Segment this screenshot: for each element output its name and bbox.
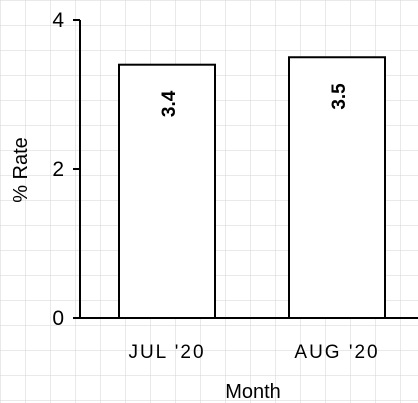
plot-area: 3.4 3.5 0 2 4 JUL '20 AUG '20 [52, 9, 418, 363]
bar-value-label-1: 3.4 [159, 90, 180, 117]
x-category-label-1: JUL '20 [128, 342, 205, 363]
bar-2 [288, 56, 386, 319]
x-axis-title: Month [225, 381, 281, 403]
x-category-label-2: AUG '20 [294, 342, 379, 363]
y-axis-title: % Rate [10, 137, 32, 203]
y-tick-label-0: 0 [52, 307, 64, 330]
bar-value-label-2: 3.5 [329, 83, 350, 110]
y-tick-label-2: 2 [52, 158, 64, 181]
bar-1 [118, 63, 216, 319]
y-tick-label-4: 4 [52, 9, 64, 32]
